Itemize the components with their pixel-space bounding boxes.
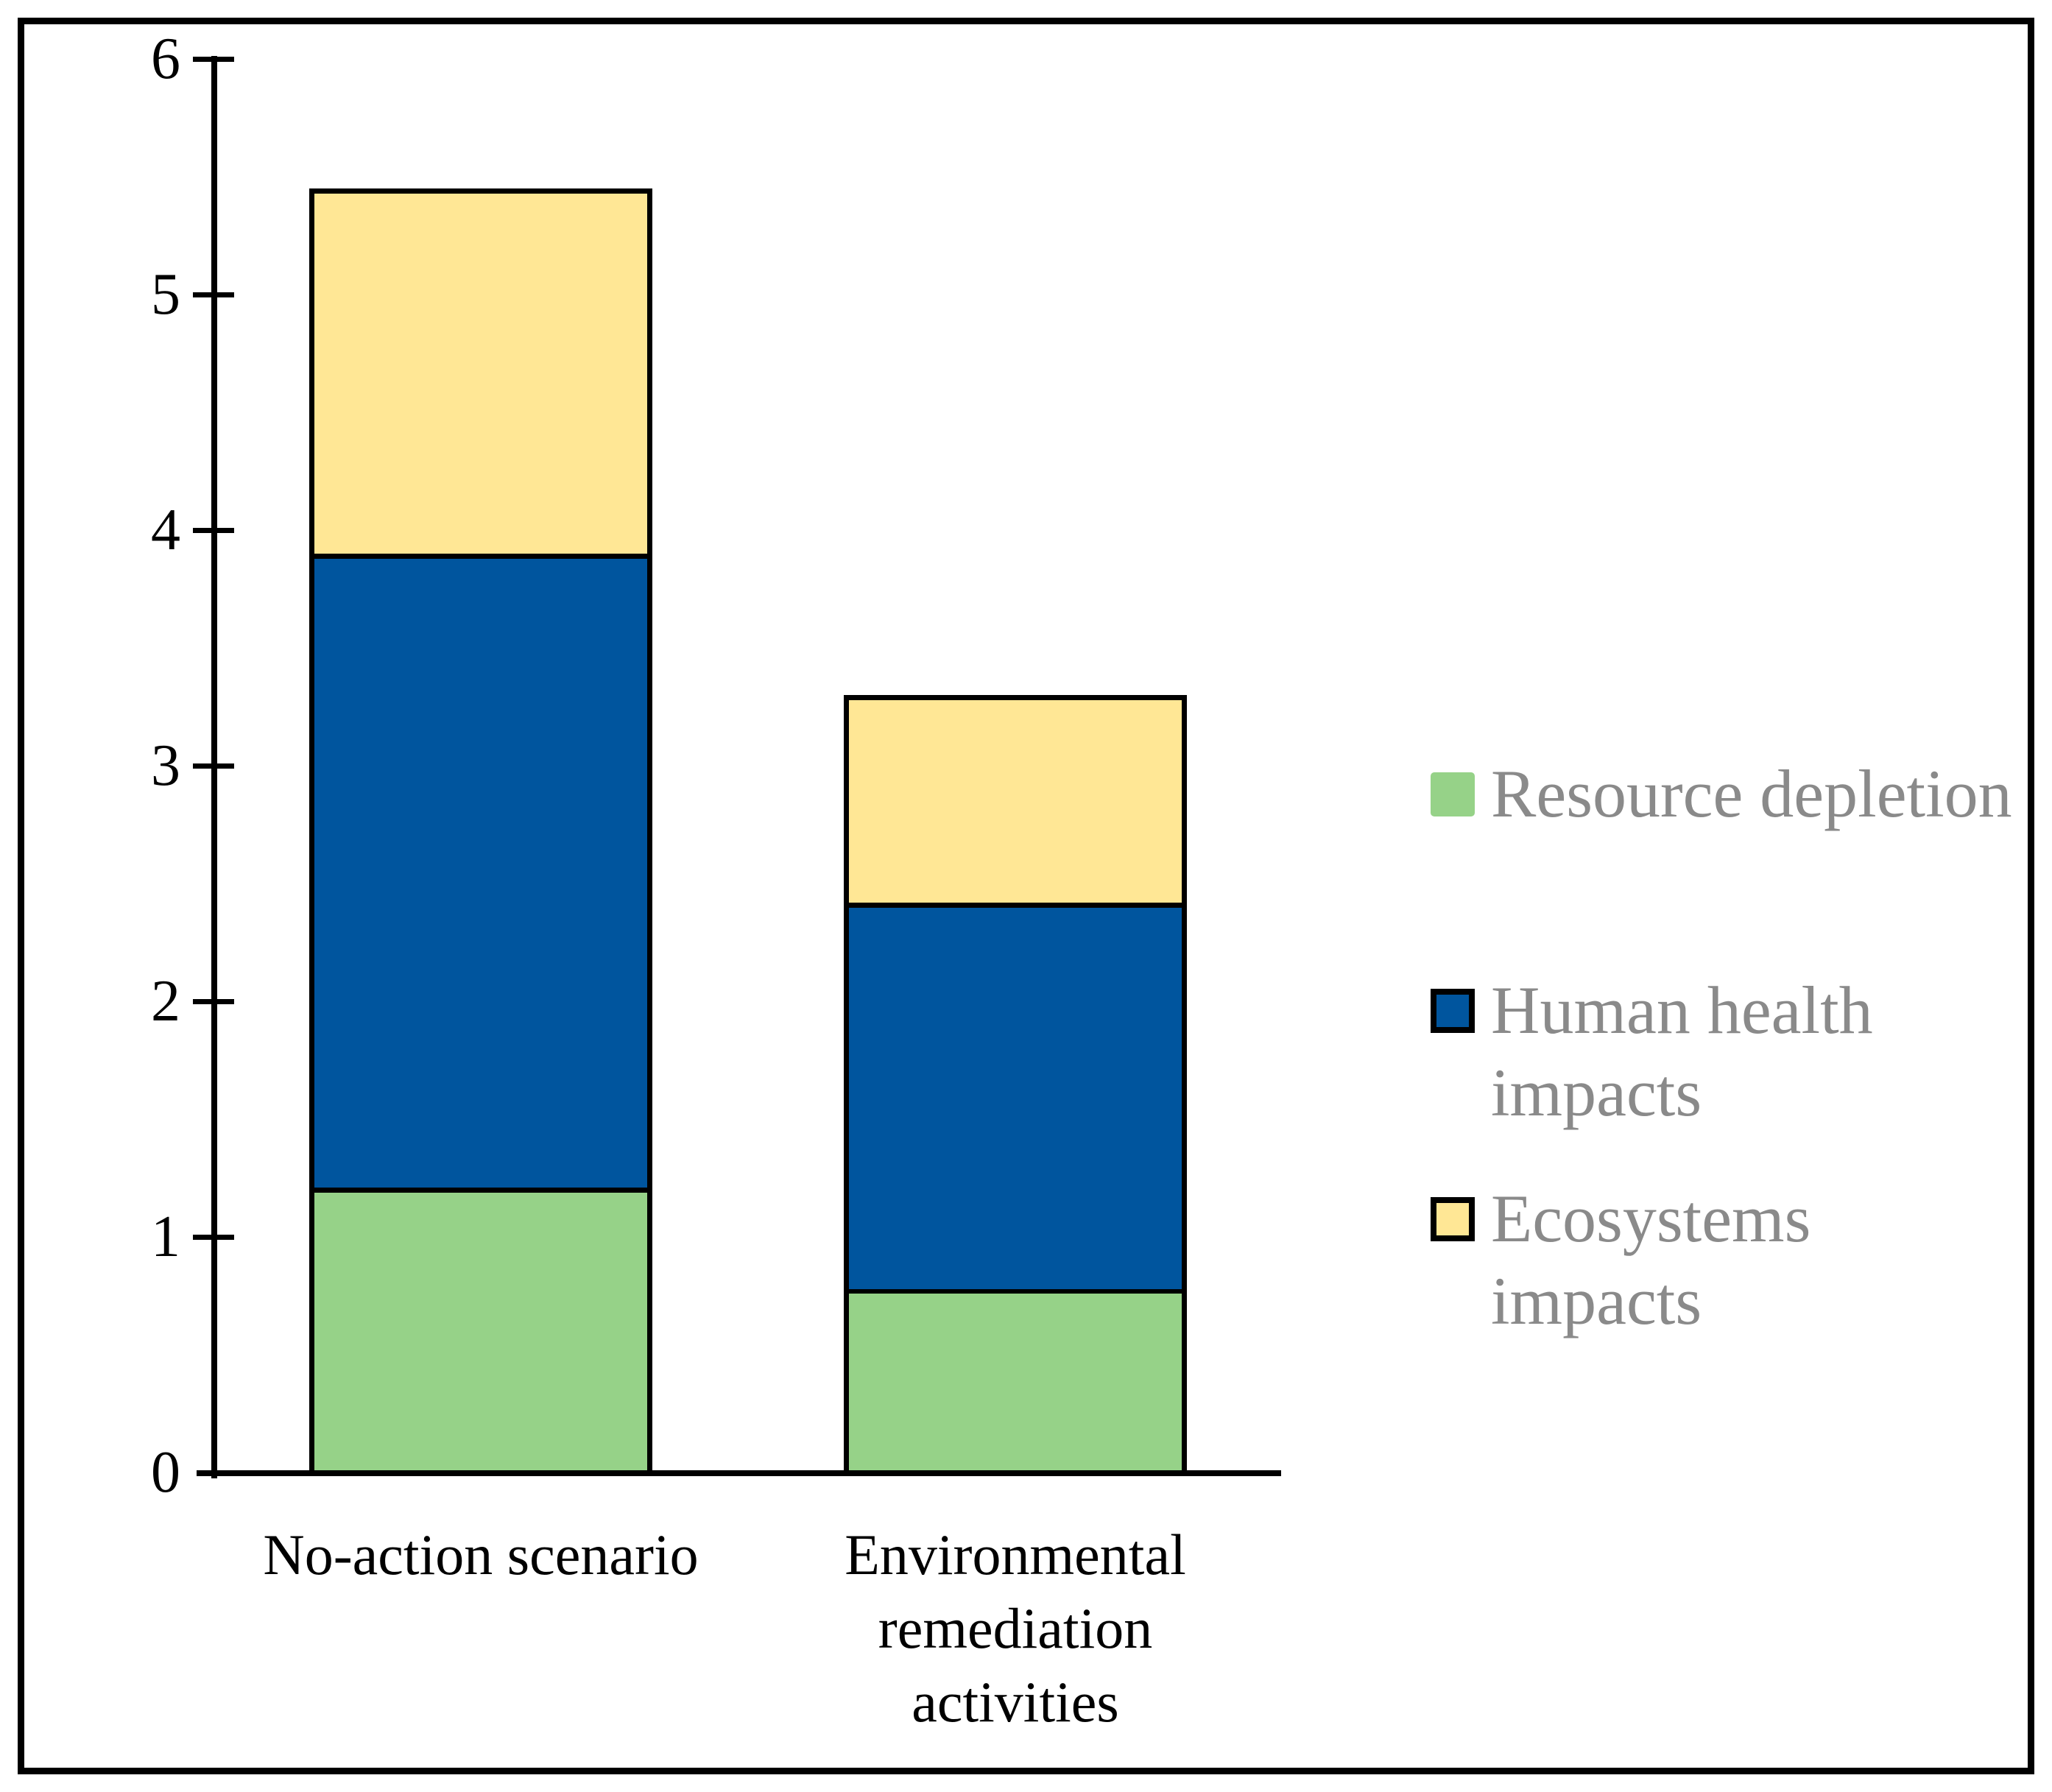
resource-depletion-swatch [1431, 772, 1475, 816]
x-category-label-line: Environmental [845, 1523, 1186, 1587]
y-tick-label: 4 [151, 498, 180, 562]
legend-item-human-health-impacts: Human health impacts [1431, 973, 1873, 1134]
bar-segment-human-health-impacts [309, 554, 652, 1188]
x-category-label: No-action scenario [186, 1518, 775, 1592]
legend-label-resource-depletion: Resource depletion [1491, 752, 2012, 835]
legend-label-line: Resource depletion [1491, 756, 2012, 831]
x-category-label-line: activities [912, 1670, 1119, 1734]
legend-label-line: Human health [1491, 973, 1873, 1048]
y-tick-mark [193, 1235, 234, 1240]
y-tick-label: 1 [151, 1204, 180, 1269]
y-tick-mark [193, 763, 234, 769]
x-category-label: Environmental remediation activities [721, 1518, 1310, 1739]
chart-frame [18, 18, 2034, 1774]
y-tick-label: 3 [151, 733, 180, 798]
y-tick-label: 5 [151, 262, 180, 327]
bar-segment-ecosystems-impacts [844, 695, 1187, 903]
ecosystems-impacts-swatch [1431, 1197, 1475, 1241]
y-tick-label: 2 [151, 969, 180, 1034]
y-tick-label: 6 [151, 27, 180, 91]
legend-label-line: Ecosystems [1491, 1181, 1811, 1256]
legend-label-human-health-impacts: Human health impacts [1491, 969, 1873, 1134]
legend-item-resource-depletion: Resource depletion [1431, 756, 2012, 835]
y-tick-mark [193, 528, 234, 533]
x-axis-line [197, 1470, 1281, 1476]
legend-item-ecosystems-impacts: Ecosystems impacts [1431, 1181, 1811, 1342]
bar-segment-ecosystems-impacts [309, 188, 652, 554]
human-health-impacts-swatch [1431, 989, 1475, 1033]
bar-segment-resource-depletion [309, 1188, 652, 1472]
x-category-label-line: No-action scenario [263, 1523, 699, 1587]
y-tick-mark [193, 999, 234, 1004]
legend-label-ecosystems-impacts: Ecosystems impacts [1491, 1177, 1811, 1342]
bar-segment-resource-depletion [844, 1288, 1187, 1472]
legend-label-line: impacts [1491, 1055, 1702, 1130]
y-tick-label: 0 [151, 1440, 180, 1505]
x-category-label-line: remediation [878, 1596, 1153, 1660]
bar-segment-human-health-impacts [844, 903, 1187, 1289]
legend-label-line: impacts [1491, 1263, 1702, 1338]
y-tick-mark [193, 292, 234, 297]
y-tick-mark [193, 57, 234, 62]
